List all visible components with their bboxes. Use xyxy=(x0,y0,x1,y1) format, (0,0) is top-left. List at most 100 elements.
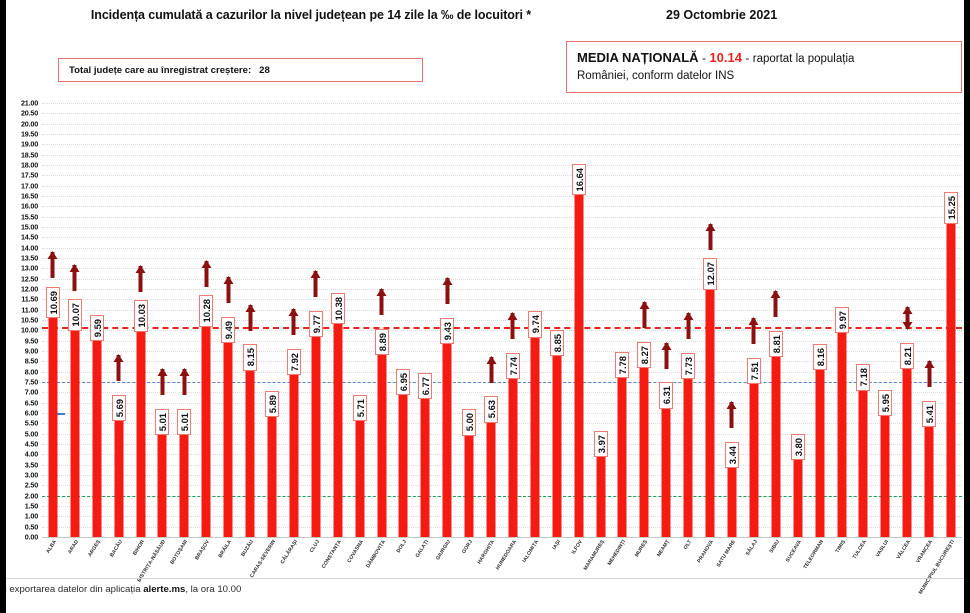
bar[interactable] xyxy=(179,433,189,537)
y-axis-tick: 6.50 xyxy=(24,398,38,408)
bar[interactable] xyxy=(508,377,518,537)
bar[interactable] xyxy=(398,393,408,537)
bar-slot: 6.95 xyxy=(392,103,414,537)
arrow-shaft xyxy=(160,369,165,396)
arrow-head xyxy=(924,360,935,369)
bar[interactable] xyxy=(639,366,649,537)
bar[interactable] xyxy=(48,316,58,537)
bar-value-text: 5.41 xyxy=(924,404,936,424)
arrow-head xyxy=(442,277,453,286)
bar[interactable] xyxy=(70,328,80,537)
bar-value-label: 8.15 xyxy=(243,344,258,371)
bar-slot: 9.77 xyxy=(305,103,327,537)
bar[interactable] xyxy=(552,354,562,537)
bar[interactable] xyxy=(661,406,671,537)
bar[interactable] xyxy=(486,420,496,537)
bar[interactable] xyxy=(420,397,430,537)
bar-value-label: 7.74 xyxy=(505,352,520,380)
national-average-label: MEDIA NAȚIONALĂ xyxy=(577,50,699,65)
arrow-shaft xyxy=(729,401,734,428)
y-axis-tick: 15.50 xyxy=(21,212,38,222)
bar[interactable] xyxy=(92,338,102,537)
bar-slot: 15.25 xyxy=(940,103,962,537)
bar[interactable] xyxy=(705,287,715,537)
bar-slot: 8.15 xyxy=(239,103,261,537)
plot-area: 10.69 10.07 9.59 5.69 10.03 5.01 5.01 10.28 9.49… xyxy=(42,103,962,538)
y-axis-tick: 20.50 xyxy=(21,108,38,118)
trend-up-arrow-icon xyxy=(705,222,716,250)
trend-up-arrow-icon xyxy=(223,275,234,303)
bar[interactable] xyxy=(114,419,124,537)
bar[interactable] xyxy=(858,388,868,537)
x-axis-label: BUZĂU xyxy=(240,539,256,558)
x-label-slot: ARAD xyxy=(64,539,86,555)
bar[interactable] xyxy=(245,368,255,537)
bar[interactable] xyxy=(727,465,737,537)
bar[interactable] xyxy=(837,330,846,537)
bar[interactable] xyxy=(793,458,803,537)
x-label-slot: VÂLCEA xyxy=(896,539,918,560)
bar[interactable] xyxy=(355,419,365,537)
bar-value-text: 8.16 xyxy=(814,348,826,367)
bar-slot: 6.77 xyxy=(414,103,436,537)
bar[interactable] xyxy=(377,353,386,537)
y-axis-tick: 1.50 xyxy=(24,501,38,511)
bar[interactable] xyxy=(442,342,452,537)
bar[interactable] xyxy=(902,367,912,537)
bar[interactable] xyxy=(946,221,956,537)
bar[interactable] xyxy=(201,324,211,537)
bar[interactable] xyxy=(815,368,825,537)
x-axis-label: HUNEDOARA xyxy=(494,539,519,572)
bar-value-label: 8.21 xyxy=(900,343,915,370)
bar[interactable] xyxy=(333,322,343,537)
x-label-slot: TIMIȘ xyxy=(831,539,853,554)
bar[interactable] xyxy=(530,335,540,537)
y-axis-tick: 19.50 xyxy=(21,129,38,139)
trend-up-arrow-icon xyxy=(748,316,759,344)
bar[interactable] xyxy=(617,376,627,537)
bar-value-label: 10.28 xyxy=(199,295,214,327)
arrow-shaft xyxy=(182,369,187,396)
x-axis-label: SUCEAVA xyxy=(784,539,803,564)
gridline xyxy=(42,475,962,476)
trend-up-arrow-icon xyxy=(442,277,453,305)
bar[interactable] xyxy=(596,454,606,537)
bar[interactable] xyxy=(771,354,781,537)
bar-value-label: 10.07 xyxy=(67,299,82,331)
x-axis-label: OLT xyxy=(682,539,694,551)
bar-value-text: 5.01 xyxy=(157,413,169,432)
bar-value-label: 10.03 xyxy=(133,300,148,332)
y-axis-tick: 8.50 xyxy=(24,356,38,366)
bar[interactable] xyxy=(880,414,890,537)
x-label-slot: CONSTANȚA xyxy=(320,539,349,570)
bar[interactable] xyxy=(289,373,299,537)
bar[interactable] xyxy=(136,329,146,537)
bar-value-text: 10.69 xyxy=(47,290,59,315)
bar[interactable] xyxy=(157,433,167,537)
x-label-slot: MARAMUREȘ xyxy=(582,539,612,572)
bar[interactable] xyxy=(574,193,584,537)
bar[interactable] xyxy=(223,340,233,537)
bars-group: 10.69 10.07 9.59 5.69 10.03 5.01 5.01 10.28 9.49… xyxy=(42,103,962,537)
gridline xyxy=(42,165,962,166)
y-axis-tick: 17.50 xyxy=(21,170,38,180)
bar-value-label: 7.78 xyxy=(615,351,630,379)
gridline xyxy=(42,371,962,373)
bar[interactable] xyxy=(464,433,474,537)
bar[interactable] xyxy=(311,335,321,537)
bar[interactable] xyxy=(267,415,277,537)
y-axis-tick: 20.00 xyxy=(21,119,38,129)
bar-value-text: 7.92 xyxy=(288,353,300,372)
x-label-slot: BUZĂU xyxy=(239,539,261,558)
bar[interactable] xyxy=(683,377,693,537)
bar[interactable] xyxy=(924,425,934,537)
bar-value-text: 9.49 xyxy=(223,320,235,339)
footnote-app-name: alerte.ms xyxy=(143,584,186,595)
arrow-shaft xyxy=(905,307,910,330)
bar-value-label: 7.92 xyxy=(286,349,301,376)
bar-value-text: 5.71 xyxy=(354,398,366,417)
gridline xyxy=(42,299,962,301)
gridline xyxy=(42,289,962,290)
gridline xyxy=(42,196,962,197)
bar[interactable] xyxy=(749,381,759,537)
